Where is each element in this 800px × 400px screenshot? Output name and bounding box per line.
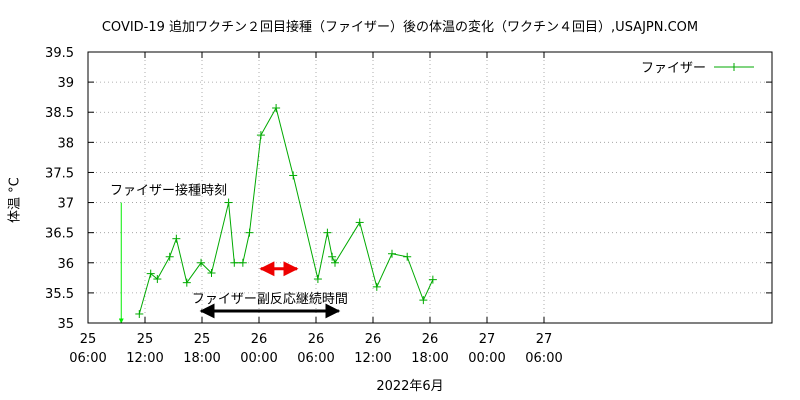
y-tick-label: 39.5 [45, 46, 74, 61]
data-point [197, 258, 206, 267]
y-tick-label: 36 [57, 257, 74, 272]
data-point [419, 296, 428, 305]
y-tick-label: 36.5 [45, 227, 74, 242]
data-point [135, 309, 144, 318]
data-point [245, 228, 254, 237]
x-axis: 25 06:00 25 12:00 25 18:00 26 00:00 26 06:00 26 12:… [69, 52, 563, 366]
y-tick-label: 38 [57, 136, 74, 151]
y-tick-label: 38.5 [45, 106, 74, 121]
x-tick-label-day: 26 [308, 332, 325, 347]
data-point [224, 198, 233, 207]
data-point [256, 131, 265, 140]
data-point [328, 252, 337, 261]
chart-title: COVID-19 追加ワクチン２回目接種（ファイザー）後の体温の変化（ワクチン４… [101, 20, 699, 35]
x-tick-label-day: 25 [194, 332, 211, 347]
y-tick-label: 37.5 [45, 166, 74, 181]
x-tick-label-day: 25 [137, 332, 154, 347]
y-tick-label: 35 [57, 317, 74, 332]
data-point [331, 258, 339, 267]
x-tick-label-day: 27 [479, 332, 496, 347]
data-point [388, 249, 396, 258]
x-tick-label-day: 25 [80, 332, 97, 347]
x-tick-label-day: 26 [365, 332, 382, 347]
data-point [230, 258, 239, 267]
x-tick-label-time: 12:00 [126, 351, 163, 366]
data-point [372, 282, 381, 291]
x-tick-label-time: 00:00 [468, 351, 505, 366]
y-tick-label: 37 [57, 197, 74, 212]
annotation-side-effect-label: ファイザー副反応継続時間 [192, 292, 348, 307]
data-point [172, 234, 181, 243]
data-point [323, 228, 332, 237]
data-point [428, 275, 437, 284]
x-tick-label-time: 06:00 [525, 351, 562, 366]
y-tick-label: 39 [57, 76, 74, 91]
plot-area [135, 104, 437, 318]
data-point [182, 278, 191, 287]
x-tick-label-time: 18:00 [183, 351, 220, 366]
x-tick-label-time: 06:00 [69, 351, 106, 366]
x-tick-label-time: 06:00 [297, 351, 334, 366]
data-point [272, 104, 281, 113]
data-point [153, 275, 162, 284]
plot-frame [87, 51, 773, 324]
x-tick-label-day: 27 [536, 332, 553, 347]
data-point [313, 275, 322, 284]
x-tick-label-day: 26 [422, 332, 439, 347]
data-point [146, 269, 155, 278]
x-tick-label-time: 00:00 [240, 351, 277, 366]
data-point [165, 252, 174, 261]
y-axis: 35 35.5 36 36.5 37 37.5 38 38.5 39 39.5 [45, 46, 772, 332]
x-tick-label-time: 12:00 [354, 351, 391, 366]
data-point [403, 252, 412, 261]
x-axis-title: 2022年6月 [376, 379, 444, 394]
y-tick-label: 35.5 [45, 287, 74, 302]
data-point [207, 269, 216, 278]
legend-label: ファイザー [641, 61, 706, 76]
data-point [289, 171, 298, 180]
annotation-vaccination-time-label: ファイザー接種時刻 [110, 183, 227, 199]
data-point [355, 218, 364, 227]
x-tick-label-day: 26 [251, 332, 268, 347]
x-tick-label-time: 18:00 [411, 351, 448, 366]
data-point [238, 258, 247, 267]
legend: ファイザー [641, 61, 754, 76]
